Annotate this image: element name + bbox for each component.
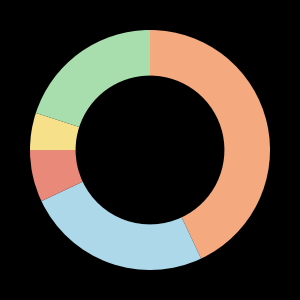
Wedge shape (30, 150, 83, 201)
Wedge shape (150, 30, 270, 259)
Wedge shape (41, 182, 201, 270)
Wedge shape (30, 113, 79, 150)
Wedge shape (36, 30, 150, 127)
